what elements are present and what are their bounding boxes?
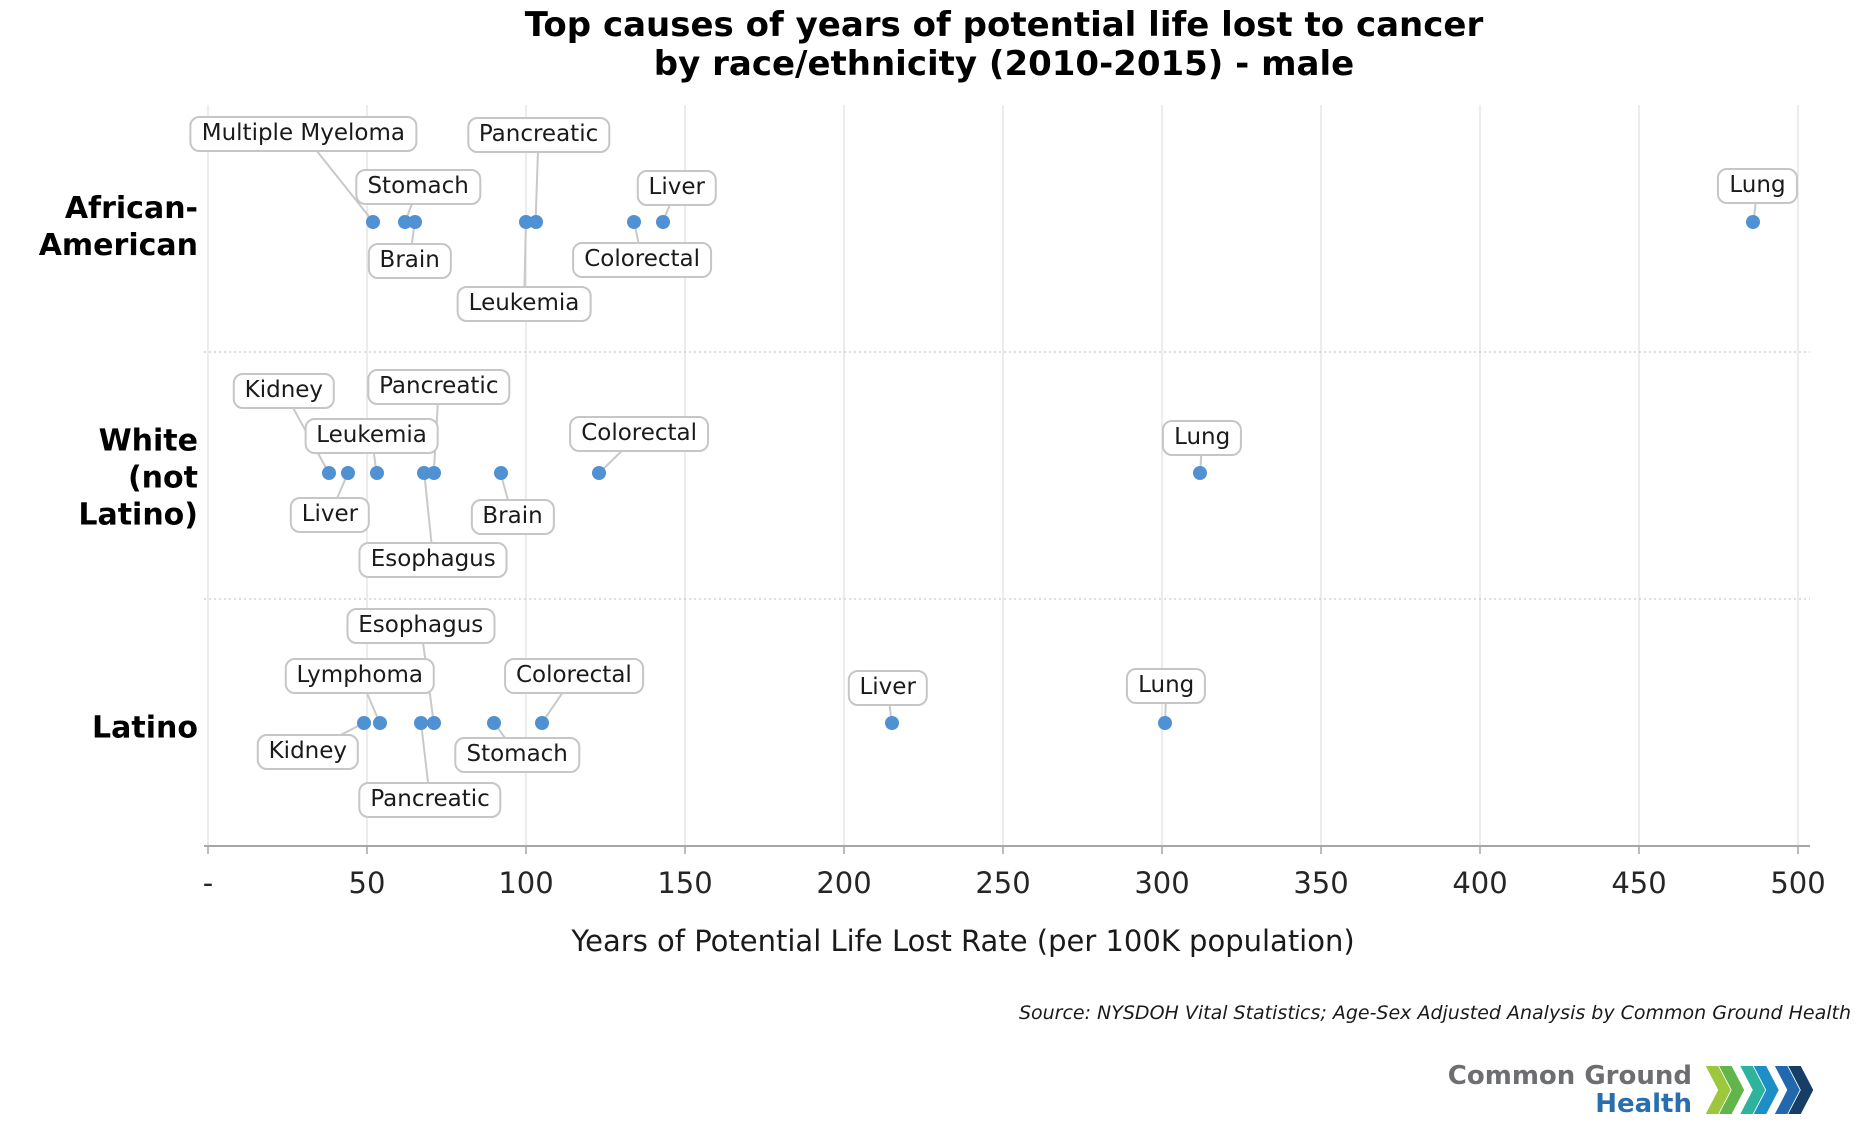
category-label-line: (not Latino): [78, 460, 198, 533]
data-point: [1193, 466, 1208, 480]
point-label: Kidney: [232, 373, 336, 409]
data-point: [366, 215, 381, 229]
category-label-line: Latino: [92, 710, 198, 746]
data-point: [407, 215, 422, 229]
point-label: Lung: [1126, 668, 1207, 704]
point-label: Colorectal: [569, 416, 710, 452]
point-label: Stomach: [355, 169, 481, 205]
chart-title: Top causes of years of potential life lo…: [210, 5, 1798, 85]
data-point: [534, 716, 549, 730]
point-label: Lymphoma: [284, 658, 435, 694]
point-label: Kidney: [256, 734, 360, 770]
data-point: [592, 466, 607, 480]
data-point: [414, 716, 429, 730]
data-point: [655, 215, 670, 229]
data-point: [487, 716, 502, 730]
category-label: White (not Latino): [0, 423, 198, 534]
source-note: Source: NYSDOH Vital Statistics; Age-Sex…: [1018, 1002, 1851, 1024]
category-label: Latino: [0, 710, 198, 747]
point-label: Pancreatic: [358, 782, 502, 818]
x-tick-label: 400: [1452, 866, 1508, 900]
x-tick-label: 250: [975, 866, 1031, 900]
x-tick-label: 200: [816, 866, 872, 900]
data-point: [369, 466, 384, 480]
data-point: [1746, 215, 1761, 229]
point-label: Liver: [847, 670, 928, 706]
point-label: Multiple Myeloma: [189, 116, 417, 152]
point-label: Leukemia: [456, 286, 592, 322]
x-tick-label: 150: [657, 866, 713, 900]
data-point: [1158, 716, 1173, 730]
data-point: [340, 466, 355, 480]
logo-text-line1: Common Ground: [1447, 1061, 1692, 1091]
point-label: Colorectal: [503, 658, 644, 694]
data-point: [493, 466, 508, 480]
data-point: [356, 716, 371, 730]
chart-title-line2: by race/ethnicity (2010-2015) - male: [653, 44, 1355, 85]
x-tick-label: 500: [1770, 866, 1826, 900]
common-ground-health-logo: Common Ground Health: [1448, 1062, 1817, 1118]
category-label-line: White: [98, 423, 198, 459]
point-label: Stomach: [454, 737, 580, 773]
data-point: [528, 215, 543, 229]
category-label-line: African-: [64, 191, 198, 226]
x-axis-title: Years of Potential Life Lost Rate (per 1…: [571, 924, 1355, 958]
point-label: Lung: [1162, 420, 1243, 456]
category-label-line: American: [38, 228, 198, 263]
data-point: [627, 215, 642, 229]
x-tick-label: 350: [1293, 866, 1349, 900]
x-tick-label: 100: [498, 866, 554, 900]
point-label: Brain: [470, 499, 555, 535]
logo-text: Common Ground Health: [1448, 1062, 1692, 1118]
data-point: [426, 716, 441, 730]
x-tick-label: -: [202, 866, 214, 900]
point-label: Liver: [636, 170, 717, 206]
data-point: [884, 716, 899, 730]
point-label: Liver: [289, 497, 371, 533]
category-label: African- American: [0, 190, 198, 264]
data-point: [372, 716, 387, 730]
point-label: Leukemia: [304, 418, 439, 454]
chart-title-line1: Top causes of years of potential life lo…: [524, 5, 1484, 45]
logo-chevrons-icon: [1705, 1066, 1814, 1115]
data-point: [321, 466, 336, 480]
data-point: [426, 466, 441, 480]
point-label: Pancreatic: [466, 117, 611, 153]
point-label: Esophagus: [358, 542, 508, 578]
point-label: Lung: [1717, 168, 1798, 204]
x-tick-label: 450: [1611, 866, 1667, 900]
logo-text-line2: Health: [1595, 1089, 1692, 1120]
point-label: Colorectal: [572, 242, 713, 278]
x-tick-label: 300: [1134, 866, 1190, 900]
point-label: Pancreatic: [367, 369, 511, 405]
point-label: Brain: [367, 243, 452, 279]
point-label: Esophagus: [346, 608, 496, 644]
x-tick-label: 50: [348, 866, 386, 900]
